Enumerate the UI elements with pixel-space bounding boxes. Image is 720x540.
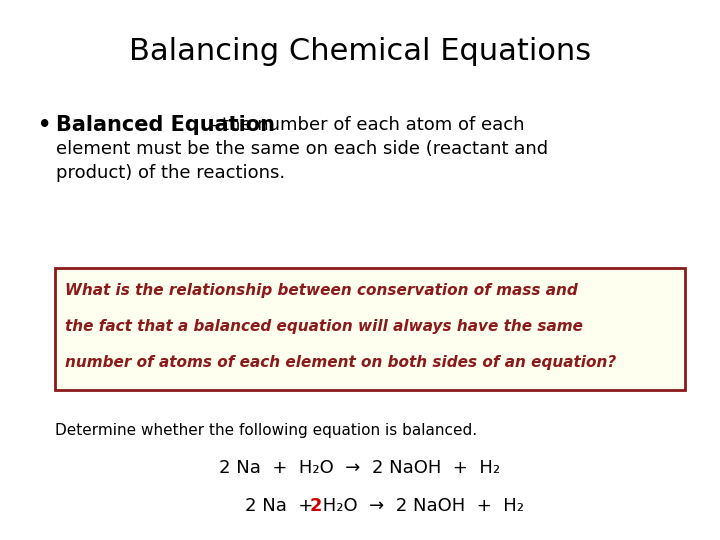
Text: Balanced Equation: Balanced Equation — [56, 115, 275, 135]
Text: Determine whether the following equation is balanced.: Determine whether the following equation… — [55, 422, 477, 437]
Text: •: • — [38, 115, 51, 135]
Text: the fact that a balanced equation will always have the same: the fact that a balanced equation will a… — [65, 319, 583, 334]
Text: What is the relationship between conservation of mass and: What is the relationship between conserv… — [65, 282, 577, 298]
Text: product) of the reactions.: product) of the reactions. — [56, 164, 285, 182]
Text: H₂O  →  2 NaOH  +  H₂: H₂O → 2 NaOH + H₂ — [317, 497, 523, 515]
Text: the number of each atom of each: the number of each atom of each — [222, 116, 524, 134]
Text: number of atoms of each element on both sides of an equation?: number of atoms of each element on both … — [65, 354, 616, 369]
Text: Balancing Chemical Equations: Balancing Chemical Equations — [129, 37, 591, 66]
Text: 2 Na  +: 2 Na + — [245, 497, 325, 515]
Bar — [55, 268, 685, 390]
Text: 2: 2 — [310, 497, 322, 515]
Text: –: – — [204, 116, 225, 134]
Text: element must be the same on each side (reactant and: element must be the same on each side (r… — [56, 140, 548, 158]
Text: 2 Na  +  H₂O  →  2 NaOH  +  H₂: 2 Na + H₂O → 2 NaOH + H₂ — [220, 459, 500, 477]
